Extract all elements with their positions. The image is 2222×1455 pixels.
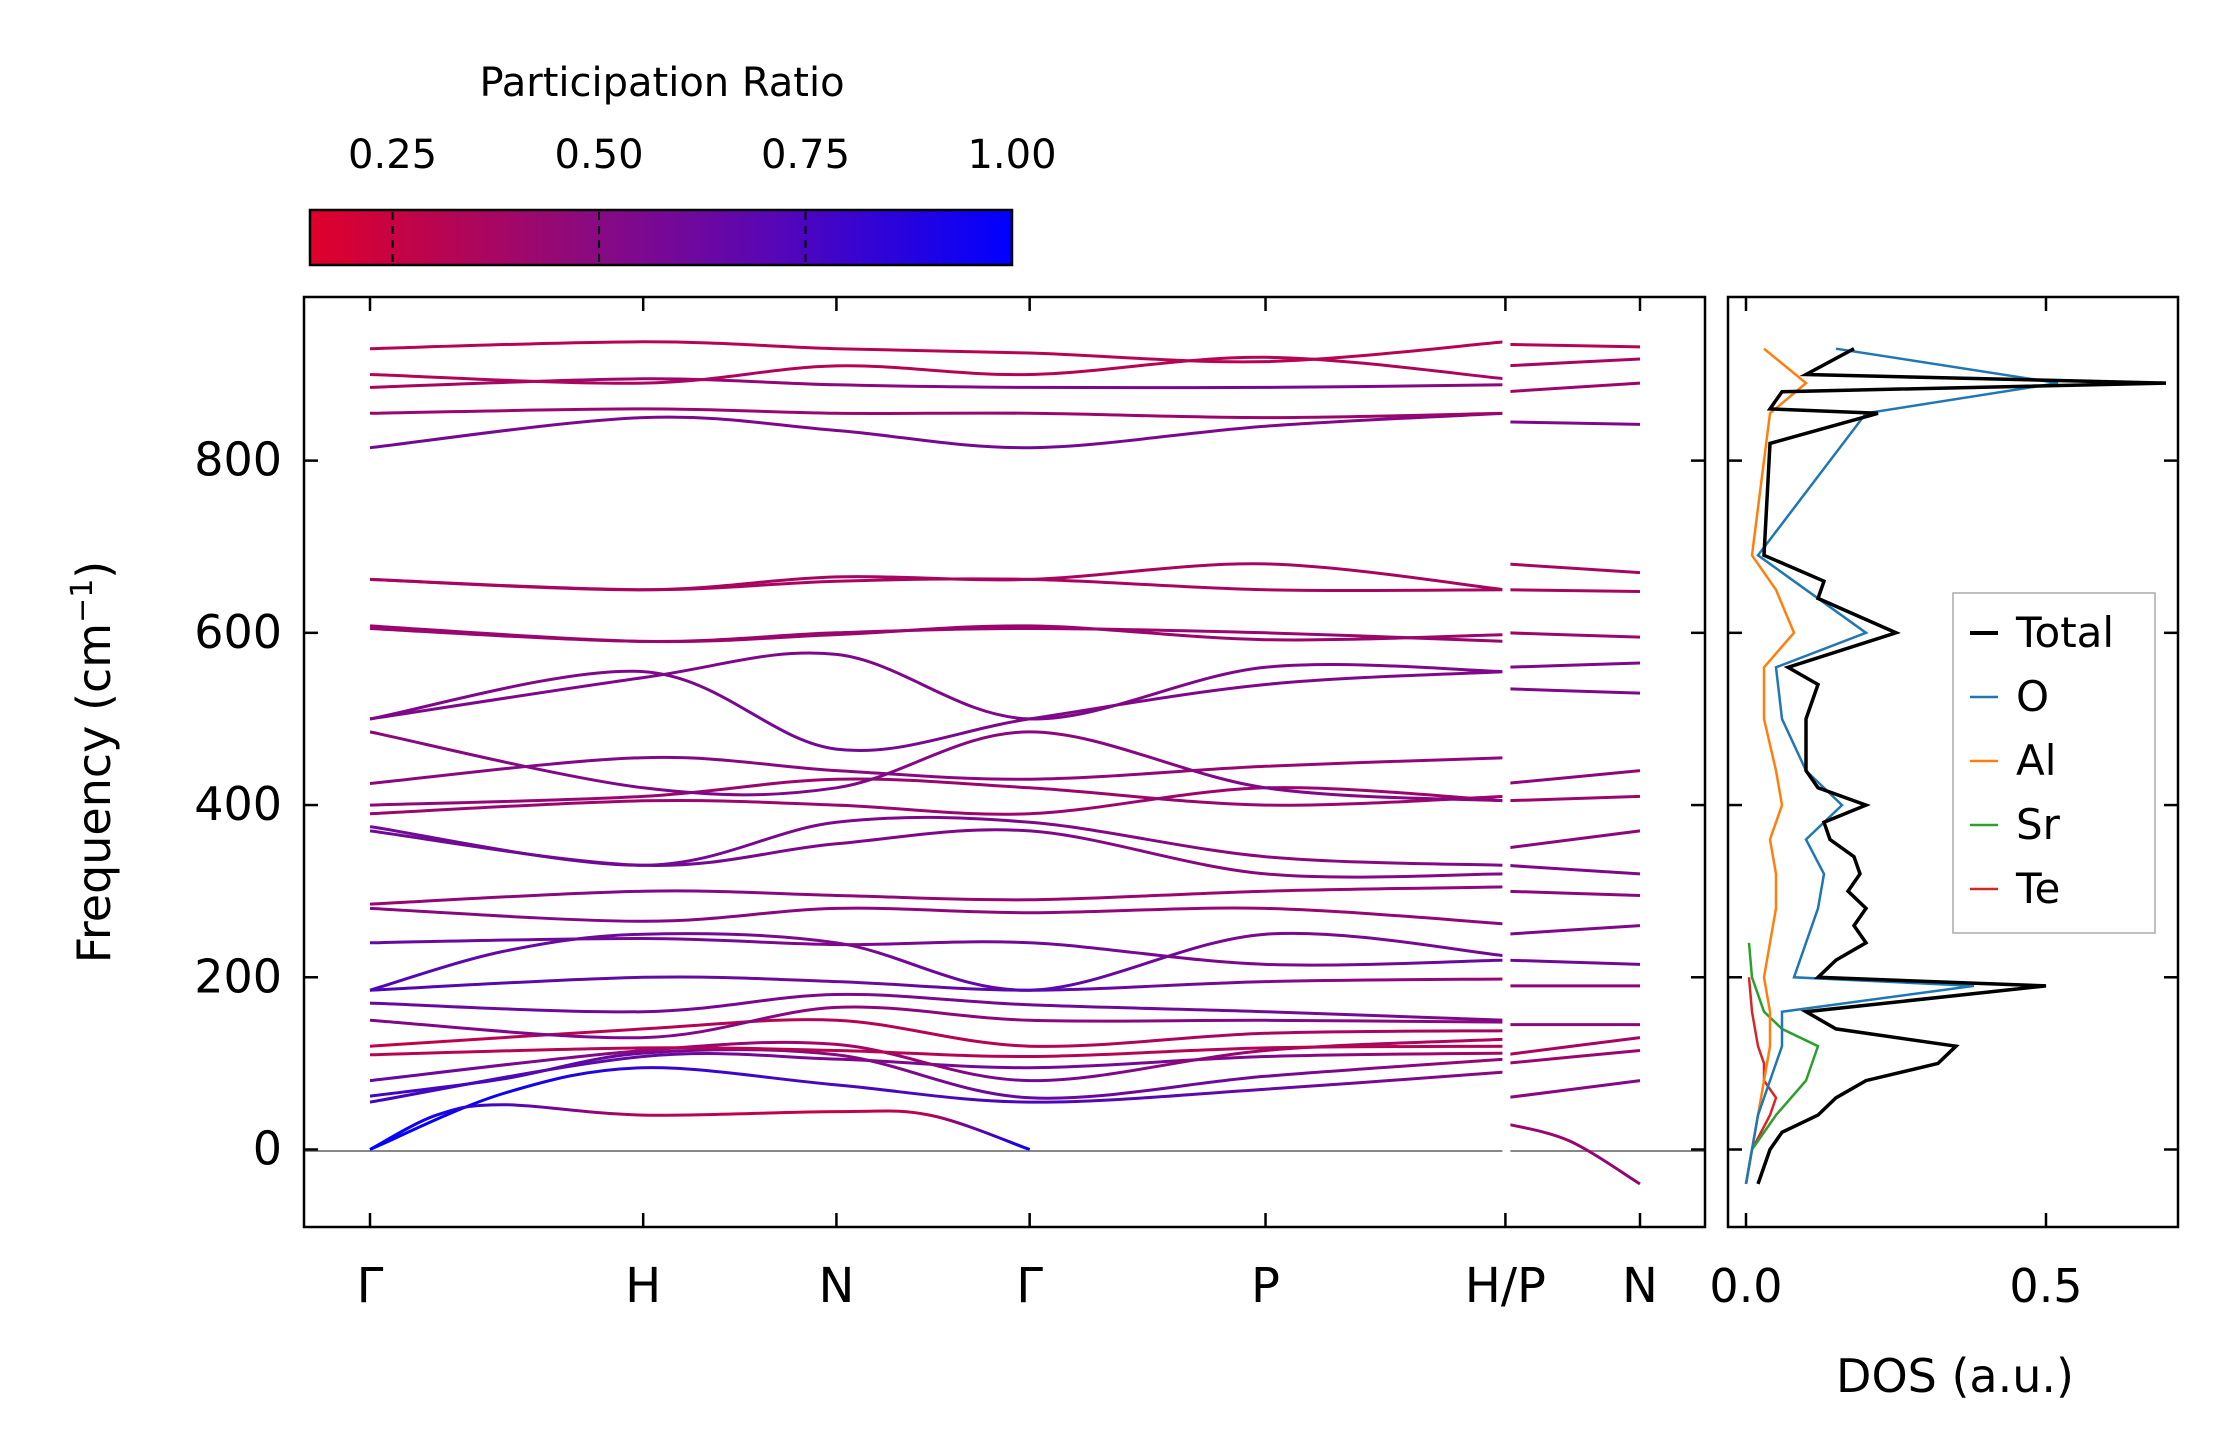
band-x-ticks: Γ H N Γ P H/P N [357,297,1658,1314]
path-break-gap [1502,299,1511,1225]
x-tick-label: H [625,1258,661,1314]
dos-legend: Total O Al Sr Te [1952,592,2156,934]
phonon-branch [369,786,1506,816]
dos-frame [1726,295,2180,1229]
legend-label-o: O [2016,672,2049,721]
phonon-branch [369,377,1506,390]
colorbar-tick-label: 0.50 [555,132,644,178]
phonon-branch [1505,357,1641,368]
colorbar-tick-label: 0.75 [761,132,850,178]
colorbar-ticks [391,212,807,263]
phonon-branch [1505,889,1641,897]
phonon-branch [369,936,1506,967]
x-tick-label: H/P [1465,1258,1546,1314]
x-tick-label: N [1622,1258,1658,1314]
colorbar [308,208,1014,267]
phonon-branch [1505,924,1641,936]
y-tick-label: 400 [194,777,282,831]
band-y-ticks: 0 200 400 600 800 [194,433,1705,1176]
x-tick-label: N [818,1258,854,1314]
phonon-branch [369,340,1506,364]
dos-axes: 0.0 0.5 [1709,295,2180,1313]
colorbar-tick-labels: 0.25 0.50 0.75 1.00 [348,132,1056,178]
phonon-branch [369,828,1506,879]
phonon-branch [369,355,1506,385]
phonon-branch [369,1103,1031,1151]
phonon-branch [1505,958,1641,966]
phonon-branch [1505,661,1641,669]
legend-label-sr: Sr [2016,800,2061,849]
dos-line-total [1756,347,2167,1185]
phonon-branch [369,1005,1506,1040]
phonon-branch [369,931,1506,992]
phonon-branch [369,1048,1506,1100]
phonon-branch [369,975,1506,992]
y-axis-label: Frequency (cm−1) [65,561,121,964]
phonon-branch [369,885,1506,906]
colorbar-label: Participation Ratio [479,60,844,106]
y-tick-label: 800 [194,433,282,487]
band-structure-axes: 0 200 400 600 800 Γ H N Γ P H/P N [194,295,1707,1314]
phonon-branch [369,1018,1506,1048]
x-tick-label: P [1251,1258,1280,1314]
y-tick-label: 600 [194,605,282,659]
phonon-branch [369,624,1506,644]
phonon-branch [369,1044,1506,1059]
phonon-branch [369,815,1506,867]
phonon-branch [1505,687,1641,695]
phonon-branch [369,577,1506,593]
legend-label-te: Te [2015,864,2060,913]
dos-line-o [1744,347,2059,1185]
phonon-branch [369,755,1506,785]
phonon-branch [369,906,1506,926]
phonon-branch [1505,829,1641,850]
dos-x-axis-label: DOS (a.u.) [1836,1349,2074,1403]
phonon-branch [1505,794,1641,803]
phonon-branch [1505,342,1641,349]
phonon-branch [369,651,1506,721]
legend-label-total: Total [2015,608,2114,657]
dos-x-ticks: 0.0 0.5 [1709,297,2083,1313]
phonon-branch [369,777,1506,807]
phonon-branch [1505,1049,1641,1065]
band-frame [302,295,1707,1229]
x-tick-label: Γ [357,1258,384,1314]
phonon-branch [1505,1079,1641,1100]
phonon-branch [369,1066,1506,1151]
legend-label-al: Al [2016,736,2056,785]
phonon-branch [1505,588,1641,593]
dos-x-tick-label: 0.0 [1709,1259,1782,1313]
phonon-branch [1505,381,1641,394]
phonon-branch [1505,562,1641,575]
phonon-branch [1505,631,1641,639]
phonon-branch [1505,863,1641,876]
phonon-branch [369,730,1506,803]
dos-line-sr [1744,942,1820,1185]
y-tick-label: 200 [194,949,282,1003]
dos-x-tick-label: 0.5 [2009,1259,2082,1313]
phonon-branch [1505,420,1641,426]
dos-lines [1744,347,2167,1185]
colorbar-tick-label: 1.00 [967,132,1056,178]
dos-line-al [1744,347,1808,1185]
phonon-branch [369,407,1506,420]
phonon-branch [369,992,1506,1022]
colorbar-tick-label: 0.25 [348,132,437,178]
dos-y-ticks [1728,459,2178,1151]
phonon-branch [1505,1036,1641,1057]
phonon-branch [1505,1122,1641,1186]
phonon-branch [369,669,1506,753]
y-tick-label: 0 [253,1122,282,1176]
phonon-branch [369,411,1506,450]
band-lines [369,299,1641,1225]
x-tick-label: Γ [1016,1258,1043,1314]
legend-frame [1952,592,2156,934]
phonon-branch [1505,769,1641,785]
